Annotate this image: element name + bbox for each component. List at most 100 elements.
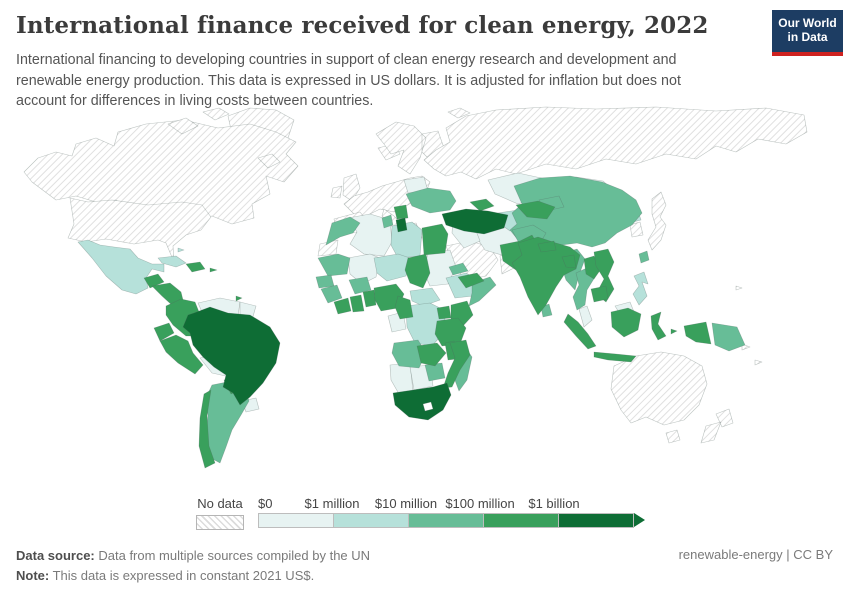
country-algeria[interactable] [347,213,393,257]
legend-tick-2: $10 million [374,496,438,511]
country-bahamas[interactable] [177,247,185,253]
country-niger[interactable] [373,253,411,282]
country-indonesia-moluccas[interactable] [670,328,678,335]
country-namibia[interactable] [389,362,414,395]
country-australia[interactable] [610,351,708,444]
pacific-islands[interactable] [735,285,763,366]
world-choropleth-map[interactable] [18,106,833,490]
country-lesotho[interactable] [422,401,434,412]
country-indonesia-papua[interactable] [683,321,712,345]
country-cambodia[interactable] [590,285,609,303]
country-chile[interactable] [198,389,216,469]
bin-1b-plus-countries[interactable] [182,208,509,421]
chart-subtitle: International financing to developing co… [16,52,681,110]
country-trinidad[interactable] [235,295,243,302]
country-nepal[interactable] [537,240,557,253]
country-turkey[interactable] [441,208,509,235]
country-united-kingdom[interactable] [330,173,361,202]
legend-no-data-swatch[interactable] [196,515,244,530]
owid-logo[interactable]: Our World in Data [772,10,843,56]
country-papua-new-guinea[interactable] [711,322,746,352]
owid-logo-line2: in Data [787,30,828,45]
legend-swatch-bin2[interactable] [408,513,483,528]
country-guinea[interactable] [320,284,343,304]
country-uganda[interactable] [436,305,452,320]
footer-source-note: Data source: Data from multiple sources … [16,546,370,585]
country-philippines[interactable] [632,271,649,306]
country-central-african-republic[interactable] [409,287,441,307]
country-indonesia-sulawesi[interactable] [650,311,667,341]
country-albania[interactable] [395,217,408,233]
country-uzbekistan[interactable] [515,200,556,220]
country-japan[interactable] [647,191,667,251]
legend-color-scale: $0 $1 million $10 million $100 million $… [258,496,653,528]
country-peru[interactable] [159,334,204,375]
note-label: Note: [16,567,50,583]
country-dominican-republic[interactable] [185,261,206,273]
legend-arrow-tip [634,513,645,527]
country-india[interactable] [511,236,581,316]
map-legend: No data $0 $1 million $10 million $100 m… [196,496,656,532]
country-puerto-rico[interactable] [209,267,218,273]
legend-tick-4: $1 billion [528,496,580,511]
bin-10m-100m-countries[interactable] [204,175,746,464]
country-yemen[interactable] [457,272,485,289]
country-egypt[interactable] [421,223,449,256]
country-south-africa[interactable] [392,382,452,421]
country-senegal[interactable] [315,274,335,289]
country-russia[interactable] [423,106,808,180]
legend-swatch-bin0[interactable] [258,513,333,528]
country-south-korea[interactable] [629,221,644,238]
legend-swatch-bin4[interactable] [558,513,634,528]
country-chad[interactable] [404,253,431,289]
legend-tick-1: $1 million [304,496,360,511]
region-caucasus[interactable] [469,198,495,212]
country-mozambique[interactable] [442,339,471,389]
country-mexico[interactable] [77,239,165,295]
country-zambia[interactable] [416,342,447,367]
region-togo-benin[interactable] [362,289,377,308]
legend-gradient-bar [258,513,653,528]
legend-no-data[interactable]: No data [196,496,244,530]
data-source-text: Data from multiple sources compiled by t… [98,548,371,563]
arctic-islands[interactable] [167,107,471,169]
legend-tick-3: $100 million [445,496,515,511]
country-eritrea[interactable] [448,262,469,276]
country-indonesia-borneo[interactable] [610,307,642,338]
footer-credit[interactable]: renewable-energy | CC BY [678,547,833,562]
legend-tick-labels: $0 $1 million $10 million $100 million $… [258,496,653,513]
country-new-zealand[interactable] [700,408,734,444]
data-source-label: Data source: [16,548,95,563]
chart-title: International finance received for clean… [16,12,709,39]
bin-100m-1b-countries[interactable] [143,198,712,469]
country-tunisia[interactable] [381,214,394,229]
country-ghana[interactable] [349,294,365,313]
legend-swatch-bin1[interactable] [333,513,408,528]
country-ukraine[interactable] [405,187,457,214]
country-bangladesh[interactable] [561,254,577,269]
country-ivory-coast[interactable] [333,297,352,315]
country-indonesia-sumatra[interactable] [563,313,597,350]
country-morocco[interactable] [325,216,361,246]
country-indonesia-java[interactable] [593,351,637,363]
world-map-svg[interactable] [18,106,833,490]
country-mauritania[interactable] [317,253,351,277]
country-burkina-faso[interactable] [348,276,372,295]
country-cameroon[interactable] [394,295,414,320]
note-text: This data is expressed in constant 2021 … [52,567,315,583]
data-source-line: Data source: Data from multiple sources … [16,546,370,566]
country-ecuador[interactable] [153,322,175,342]
country-guatemala[interactable] [143,273,165,289]
country-taiwan[interactable] [638,250,650,264]
country-brazil[interactable] [182,306,281,406]
country-somalia[interactable] [468,276,497,307]
owid-logo-line1: Our World [778,16,837,30]
legend-tick-0: $0 [258,496,273,511]
country-serbia[interactable] [393,204,409,220]
country-cuba[interactable] [157,255,187,268]
country-china[interactable] [509,175,643,248]
country-mali[interactable] [347,253,381,285]
legend-swatch-bin3[interactable] [483,513,558,528]
note-line: Note: This data is expressed in constant… [16,566,370,586]
